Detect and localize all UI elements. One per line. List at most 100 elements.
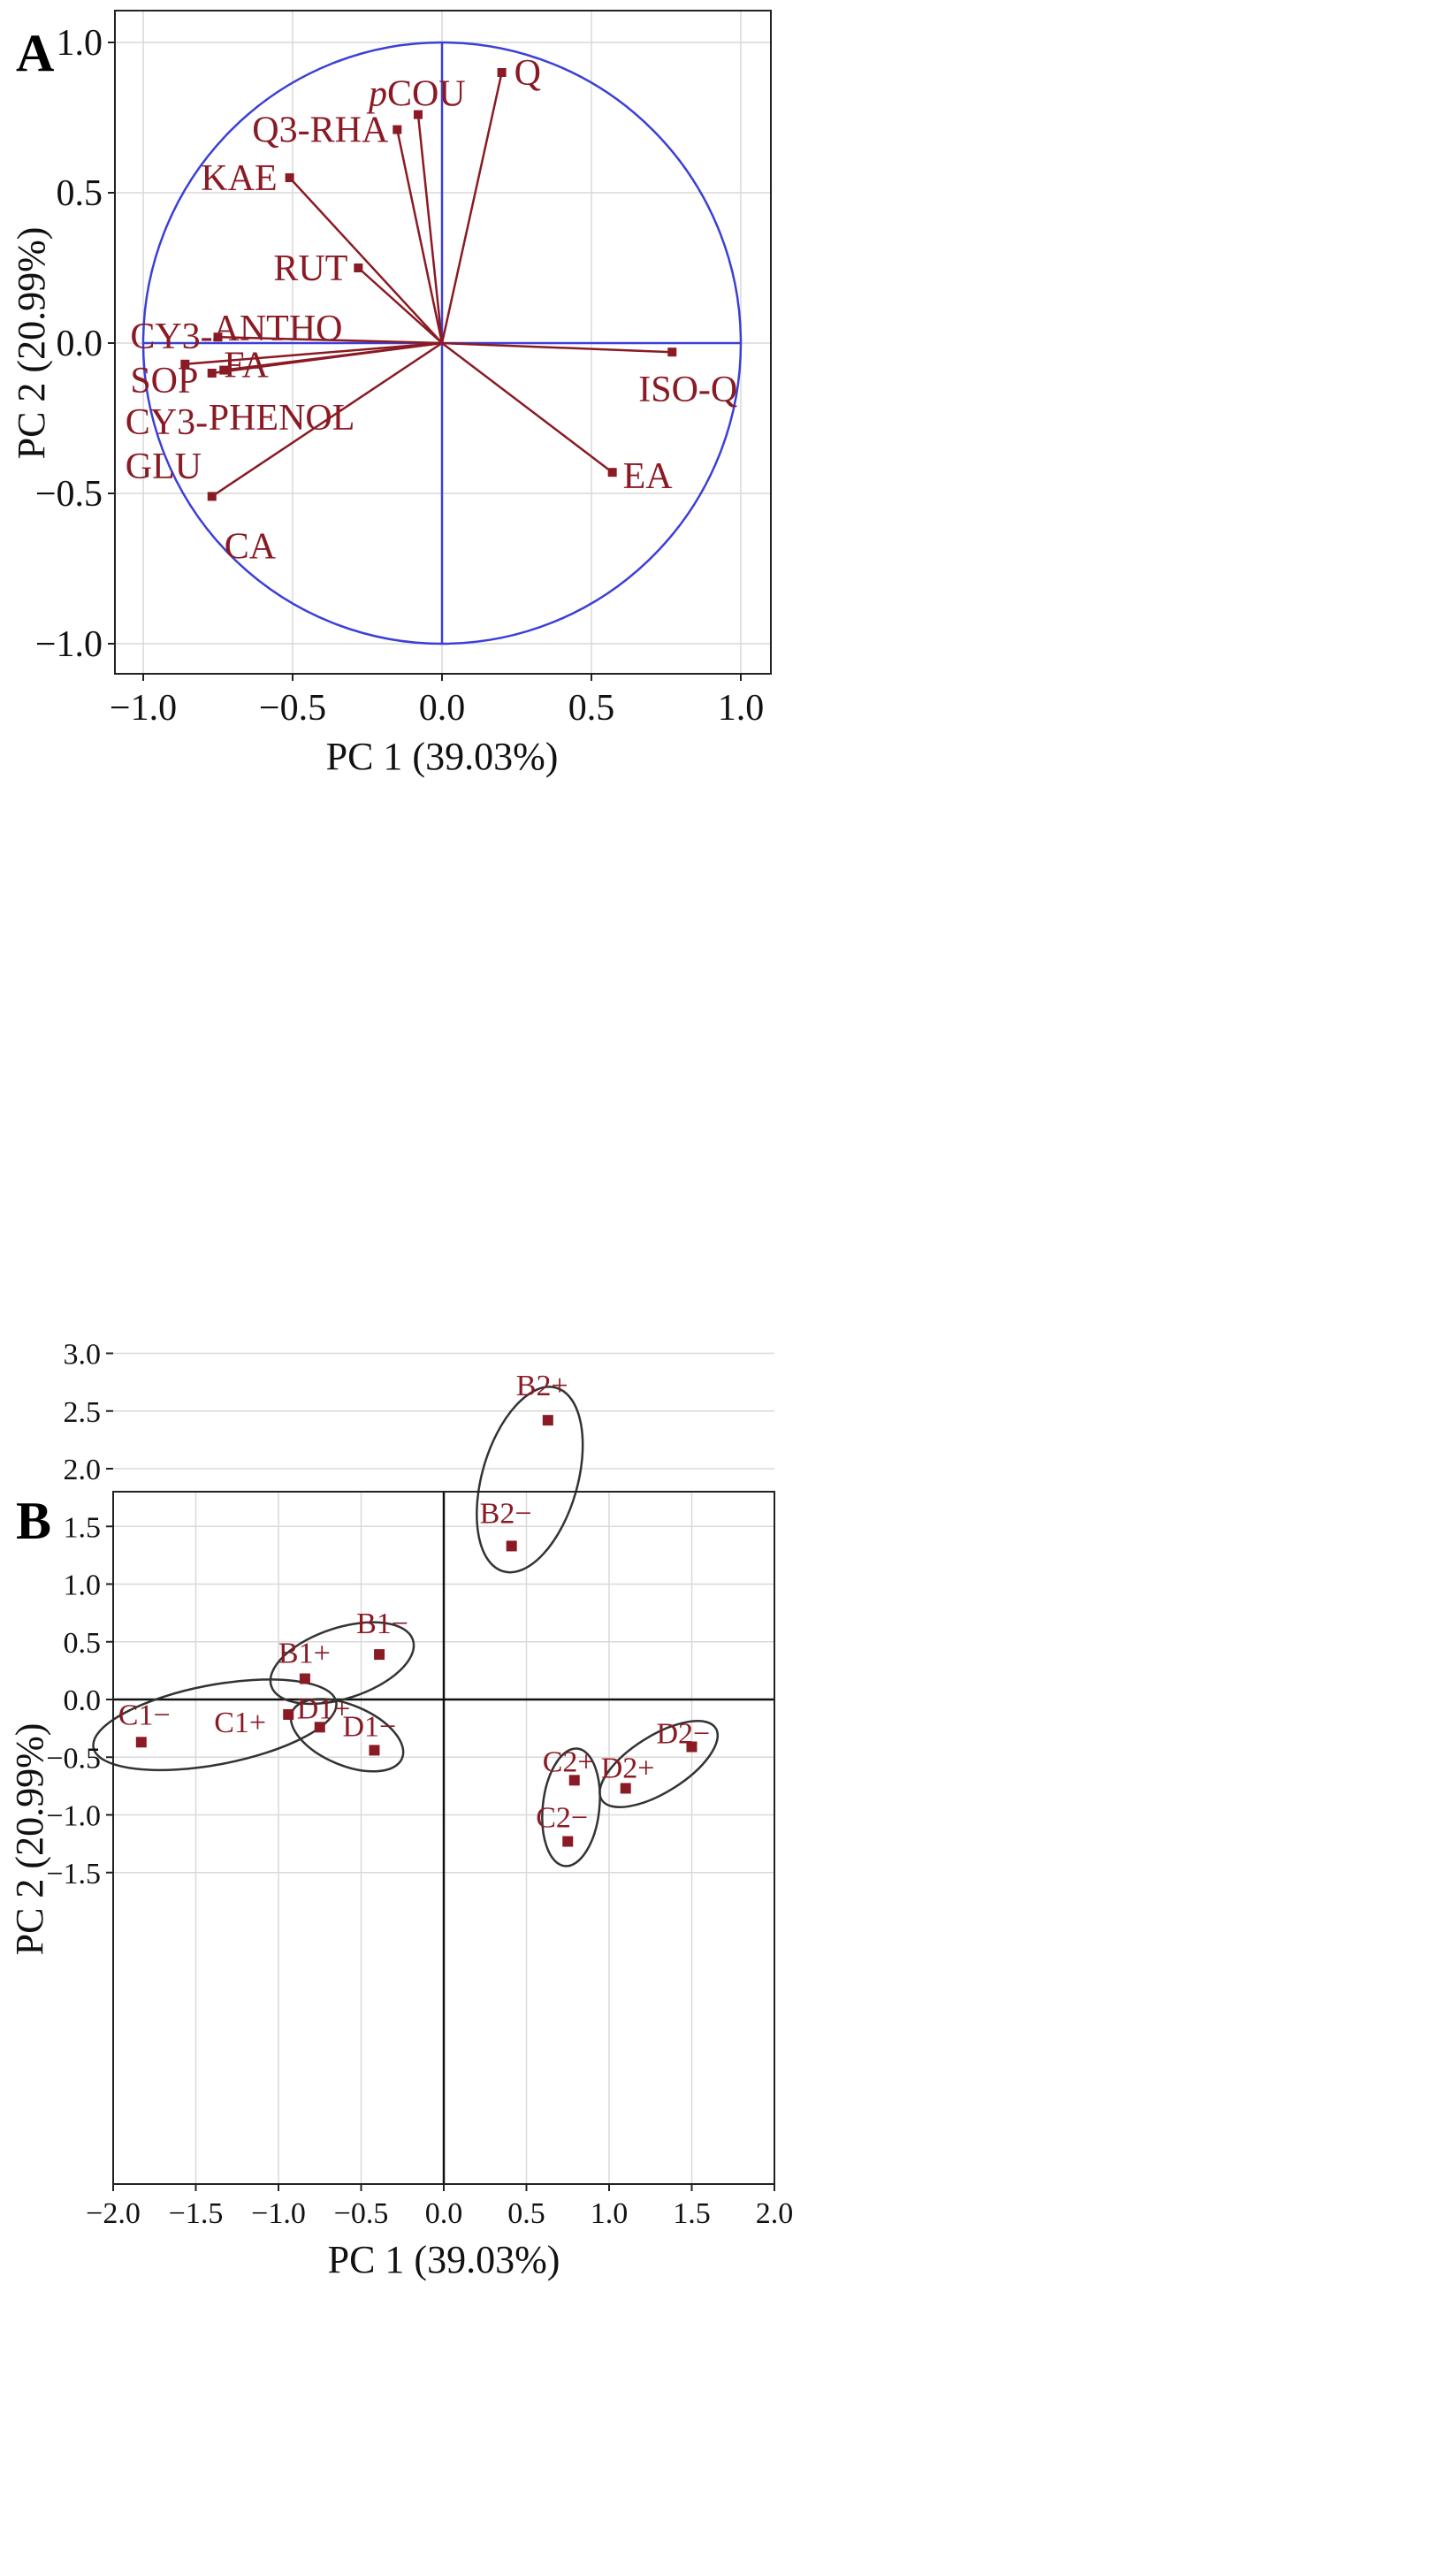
vector-q <box>440 72 503 344</box>
label-ca: CA <box>225 526 277 567</box>
panel-a-x-tick-label: 1.0 <box>718 688 765 729</box>
panel-a-x-tick-label: −0.5 <box>259 688 326 729</box>
label-b2-minus: B2− <box>480 1497 532 1530</box>
label-q: Q <box>515 53 541 94</box>
panel-b-group-ellipses <box>92 1386 720 1867</box>
panel-b-x-tick-label: −1.5 <box>169 2197 224 2230</box>
vector-pcou <box>416 114 444 344</box>
panel-a-y-tick-label: −1.0 <box>35 624 103 665</box>
point-c2-minusplus <box>568 1775 580 1786</box>
label-iso-minusq: ISO-Q <box>638 370 737 410</box>
panel-a-y-tick-label: 1.0 <box>57 23 103 64</box>
vector-q3-minusrha <box>396 129 444 344</box>
vector-iso-minusq <box>441 341 673 354</box>
panel-a-x-tick-label: 0.0 <box>419 688 466 729</box>
point-c2-minus <box>562 1836 574 1847</box>
marker-pcou <box>413 110 423 119</box>
panel-a-y-axis-label: PC 2 (20.99%) <box>10 227 53 460</box>
marker-antho <box>213 332 223 342</box>
panel-a-x-tick-label: −1.0 <box>110 688 177 729</box>
label-ea: EA <box>623 456 674 497</box>
ellipse-group-c1 <box>92 1678 338 1772</box>
panel-b-x-tick-label: 1.0 <box>591 2197 629 2230</box>
point-c1-minus <box>135 1737 147 1748</box>
panel-a-x-tick-label: 0.5 <box>568 688 615 729</box>
panel-b-x-tick-label: 0.5 <box>507 2197 545 2230</box>
ellipse-group-c2 <box>541 1747 601 1867</box>
panel-b-x-tick-label: 0.0 <box>425 2197 463 2230</box>
panel-a-y-tick-label: 0.0 <box>57 324 103 364</box>
panel-b-scores-plot: B B2+ B2− B1− B1+ C1+ D1+D1− C1− C2+ C2− D2+D2− −… <box>8 1339 793 2282</box>
panel-b-y-tick-label: −1.0 <box>46 1800 101 1833</box>
vector-ca <box>211 341 443 498</box>
label-kae: KAE <box>201 158 277 199</box>
label-d1-minusplus: D1+ <box>297 1692 351 1725</box>
marker-ea <box>607 468 617 477</box>
panel-b-y-tick-label: 1.5 <box>64 1511 102 1544</box>
panel-b-zero-lines <box>113 1492 774 2184</box>
point-b1-minusplus <box>299 1673 310 1684</box>
marker-cy3-minusglu <box>207 369 217 378</box>
panel-a-y-tick-label: 0.5 <box>57 173 103 214</box>
vector-ea <box>441 342 614 474</box>
point-b2-minusplus <box>542 1415 553 1426</box>
panel-a-tick-labels: −1.0 −0.5 0.0 0.5 1.0 1.0 0.5 0.0 −0.5 −1.0 <box>35 23 764 729</box>
marker-cy3-minussop <box>180 359 190 369</box>
marker-q <box>497 68 507 77</box>
panel-b-tick-labels: −2.0 −1.5 −1.0 −0.5 0.0 0.5 1.0 1.5 2.0 3.0 2.5 2.0… <box>46 1339 793 2231</box>
vector-cy3-minussop <box>185 341 443 366</box>
label-b1-minusplus: B1+ <box>278 1638 331 1670</box>
panel-b-y-tick-label: 0.0 <box>64 1684 102 1717</box>
panel-a-letter: A <box>16 24 54 82</box>
vector-antho <box>217 335 443 345</box>
panel-b-y-axis-label: PC 2 (20.99%) <box>8 1723 51 1956</box>
point-d1-minusplus <box>314 1722 325 1733</box>
ellipse-group-d2 <box>598 1720 720 1808</box>
panel-b-score-points: B2+ B2− B1− B1+ C1+ D1+D1− C1− C2+ C2− D2+D2− <box>118 1370 711 1847</box>
label-c2-minus: C2− <box>536 1802 588 1835</box>
marker-q3-minusrha <box>393 125 402 134</box>
panel-b-x-tick-label: −2.0 <box>86 2197 141 2230</box>
panel-b-x-tick-label: −1.0 <box>251 2197 306 2230</box>
label-rut: RUT <box>273 248 347 289</box>
vector-kae <box>288 177 443 344</box>
marker-ca <box>207 492 217 501</box>
ellipse-group-b1 <box>269 1621 415 1706</box>
ellipse-group-b2 <box>476 1386 584 1574</box>
panel-b-x-tick-label: −0.5 <box>334 2197 389 2230</box>
label-c1-minusplus: C1+ <box>214 1707 266 1739</box>
label-phenol: PHENOL <box>209 398 355 439</box>
point-c1-minusplus <box>283 1708 294 1720</box>
label-c2-minusplus: C2+ <box>543 1745 595 1778</box>
point-d1-minus <box>369 1745 380 1756</box>
panel-b-y-tick-label: 2.5 <box>64 1396 102 1429</box>
panel-a-y-tick-label: −0.5 <box>35 474 103 515</box>
point-d2-minusplus <box>620 1783 631 1794</box>
label-pcou: pCOU <box>366 74 466 115</box>
panel-b-y-tick-label: 0.5 <box>64 1627 102 1660</box>
label-d1-minus: D1− <box>342 1710 396 1743</box>
point-b2-minus <box>506 1540 517 1552</box>
panel-a-x-axis-label: PC 1 (39.03%) <box>326 735 559 778</box>
point-b1-minus <box>374 1649 385 1661</box>
panel-b-letter: B <box>16 1492 51 1550</box>
label-cy3-minusglu: CY3-GLU <box>126 402 208 487</box>
marker-iso-minusq <box>667 348 677 357</box>
marker-kae <box>285 173 294 182</box>
label-b2-minusplus: B2+ <box>516 1370 568 1402</box>
label-b1-minus: B1− <box>356 1608 408 1640</box>
vector-rut <box>357 267 443 344</box>
panel-b-x-tick-label: 2.0 <box>756 2197 794 2230</box>
point-d2-minus <box>686 1741 698 1753</box>
panel-b-y-tick-label: 2.0 <box>64 1454 102 1486</box>
panel-b-y-tick-label: −1.5 <box>46 1858 101 1890</box>
vector-cy3-minusglu <box>211 341 443 375</box>
label-q3-minusrha: Q3-RHA <box>252 111 389 151</box>
marker-fa <box>219 365 229 375</box>
panel-b-x-tick-label: 1.5 <box>673 2197 711 2230</box>
label-d2-minus: D2− <box>657 1718 711 1751</box>
panel-b-y-tick-label: 3.0 <box>64 1339 102 1371</box>
